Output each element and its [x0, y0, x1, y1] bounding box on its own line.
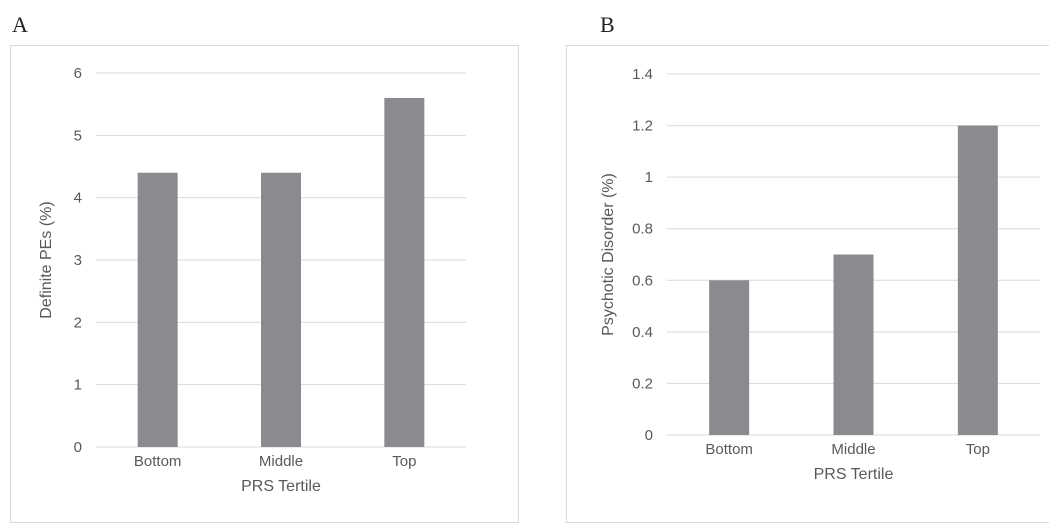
x-axis-label: PRS Tertile [814, 466, 894, 483]
y-tick-label: 6 [74, 65, 82, 82]
bar [833, 254, 874, 435]
y-tick-label: 1.2 [632, 118, 653, 135]
x-tick-label: Top [966, 441, 990, 458]
chart-a-frame: 0 1 2 3 4 5 6 Bottom Middle Top PRS Tertile Definit… [10, 45, 519, 523]
chart-b: 0 0.2 0.4 0.6 0.8 1 1.2 1.4 Bottom Middle Top PRS T… [600, 66, 1040, 483]
bar [957, 125, 998, 436]
y-tick-label: 0.4 [632, 324, 653, 341]
bar [709, 280, 750, 435]
y-tick-label: 3 [74, 252, 82, 269]
y-tick-label: 0 [645, 427, 653, 444]
y-tick-label: 1 [74, 377, 82, 394]
y-tick-label: 1.4 [632, 66, 653, 83]
y-tick-label: 2 [74, 314, 82, 331]
x-tick-label: Middle [831, 441, 875, 458]
x-tick-label: Bottom [134, 453, 182, 470]
bar [384, 97, 425, 447]
bar [137, 172, 178, 447]
bar [261, 172, 301, 447]
y-tick-label: 0.6 [632, 272, 653, 289]
y-axis-label: Definite PEs (%) [38, 201, 55, 318]
chart-b-frame: 0 0.2 0.4 0.6 0.8 1 1.2 1.4 Bottom Middle Top PRS T… [566, 45, 1049, 523]
x-axis-label: PRS Tertile [241, 478, 321, 495]
y-tick-label: 0 [74, 439, 82, 456]
x-tick-label: Top [392, 453, 416, 470]
y-tick-label: 0.2 [632, 375, 653, 392]
y-axis-label: Psychotic Disorder (%) [600, 173, 617, 336]
panel-letter-a: A [12, 12, 28, 37]
panel-letter-b: B [600, 12, 615, 37]
chart-a: 0 1 2 3 4 5 6 Bottom Middle Top PRS Tertile Definit… [38, 65, 466, 495]
x-tick-label: Middle [259, 453, 303, 470]
x-tick-label: Bottom [705, 441, 753, 458]
y-tick-label: 1 [645, 169, 653, 186]
y-tick-label: 0.8 [632, 221, 653, 238]
y-tick-label: 4 [74, 190, 82, 207]
y-tick-label: 5 [74, 127, 82, 144]
